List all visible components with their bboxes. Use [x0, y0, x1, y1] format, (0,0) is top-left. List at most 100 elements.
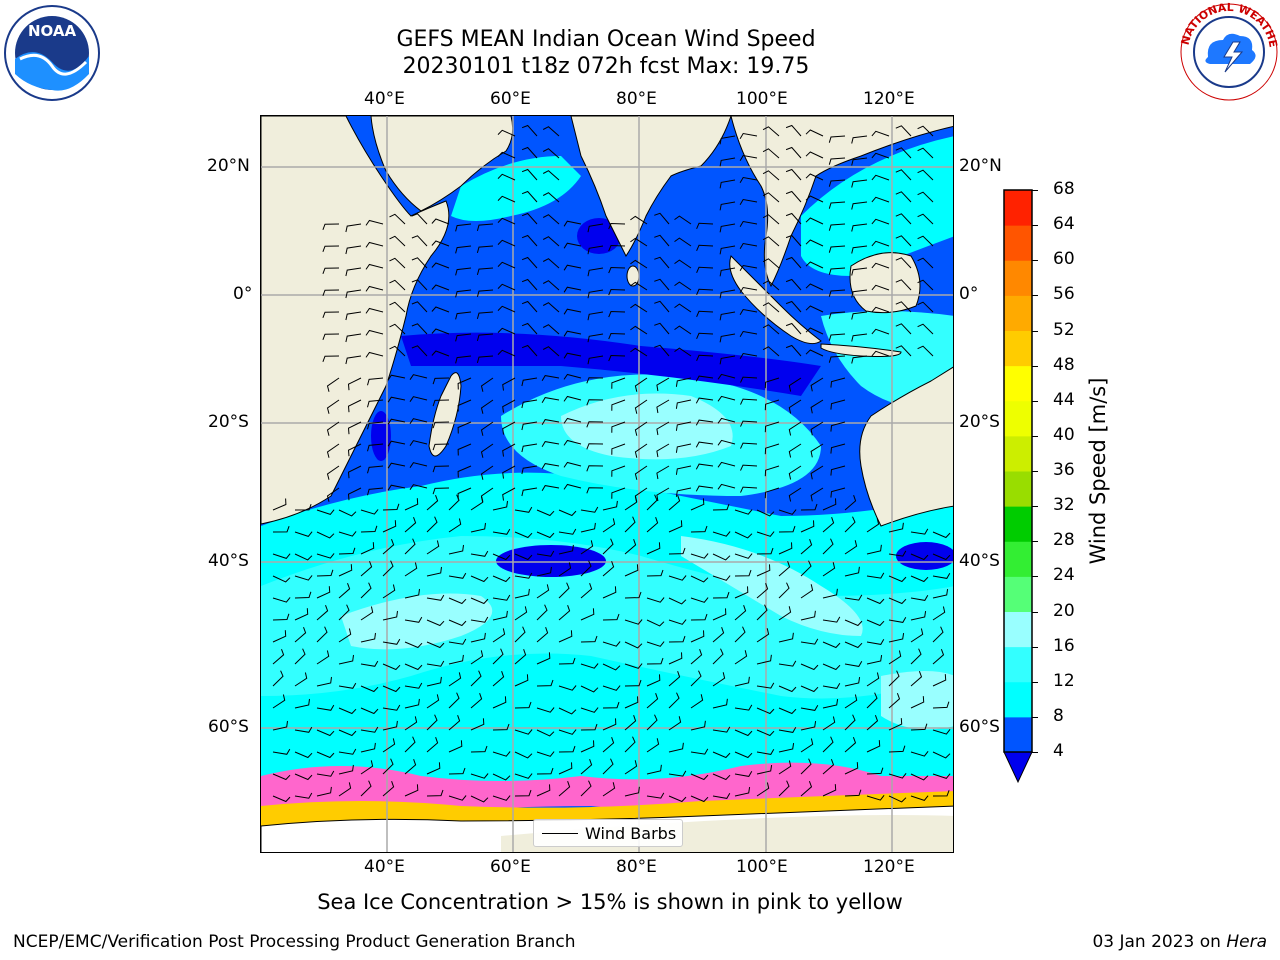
- wind-barb: [646, 657, 664, 665]
- wind-barb: [586, 421, 604, 428]
- land-sri-lanka: [626, 265, 640, 287]
- colorbar-tick-label: 16: [1053, 635, 1075, 656]
- wind-barb: [719, 179, 736, 189]
- wind-barb: [602, 500, 618, 511]
- wind-barb: [521, 465, 538, 475]
- wind-barb: [712, 751, 731, 759]
- wind-barb: [800, 758, 812, 775]
- wind-barb: [888, 670, 900, 687]
- wind-barb: [476, 289, 494, 298]
- wind-barb: [272, 748, 291, 755]
- wind-barb: [426, 516, 438, 533]
- wind-barb: [455, 223, 472, 232]
- wind-barb: [316, 626, 328, 643]
- wind-barb: [668, 547, 686, 555]
- wind-barb: [611, 421, 626, 433]
- wind-barb: [871, 174, 890, 181]
- calm-zone: [496, 545, 606, 577]
- wind-barb: [497, 261, 516, 269]
- wind-barb: [696, 266, 714, 273]
- wind-barb: [717, 483, 736, 490]
- wind-barb: [563, 439, 582, 446]
- wind-barb: [432, 487, 450, 495]
- wind-barb: [580, 506, 599, 513]
- wind-barb: [719, 135, 736, 145]
- wind-barb: [734, 586, 749, 599]
- wind-barb: [719, 289, 736, 299]
- wind-barb: [470, 550, 489, 557]
- wind-barb: [764, 399, 780, 411]
- wind-barb: [624, 663, 643, 669]
- wind-barb: [739, 176, 758, 183]
- wind-barb: [470, 795, 489, 803]
- lon-tick-top: 60°E: [490, 89, 531, 109]
- wind-barb: [470, 718, 485, 731]
- wind-barb: [389, 235, 406, 247]
- wind-barb: [690, 525, 708, 533]
- wind-barb: [844, 789, 862, 797]
- wind-barb: [360, 582, 372, 599]
- colorbar-segment: [1004, 295, 1032, 331]
- wind-barb: [497, 173, 516, 181]
- wind-barb: [646, 542, 661, 555]
- wind-barb: [690, 597, 709, 603]
- wind-barb: [322, 267, 340, 274]
- wind-barb: [514, 701, 532, 709]
- wind-barb: [844, 714, 856, 731]
- wind-barb: [382, 560, 394, 577]
- wind-barb: [563, 264, 582, 271]
- wind-barb: [345, 289, 362, 299]
- wind-barb: [480, 465, 494, 480]
- wind-barb: [844, 619, 863, 627]
- wind-barb: [514, 572, 533, 579]
- wind-barb: [675, 487, 692, 497]
- wind-barb: [389, 301, 406, 313]
- wind-barb: [932, 572, 951, 579]
- wind-barb: [932, 751, 951, 759]
- wind-zone-north: [451, 156, 581, 221]
- wind-barb: [910, 671, 923, 687]
- colorbar-tick-label: 68: [1053, 179, 1075, 199]
- wind-barb: [895, 301, 912, 313]
- wind-barb: [338, 729, 357, 737]
- wind-barb: [272, 670, 284, 687]
- wind-barb: [917, 301, 934, 313]
- wind-barb: [788, 465, 802, 480]
- wind-barb: [492, 795, 511, 801]
- wind-barb: [712, 698, 728, 709]
- wind-barb: [580, 635, 598, 643]
- wind-barb: [778, 542, 793, 555]
- wind-barb: [272, 649, 285, 665]
- wind-barb: [866, 638, 885, 645]
- wind-barb: [895, 125, 912, 137]
- wind-barb: [541, 419, 560, 425]
- wind-barb: [272, 720, 288, 731]
- wind-barb: [541, 441, 560, 447]
- wind-barb: [455, 355, 472, 364]
- sea-ice-edge: [261, 791, 953, 826]
- wind-barb: [739, 198, 758, 205]
- lon-tick-top: 100°E: [736, 89, 788, 109]
- colorbar-under-triangle: [1003, 751, 1033, 784]
- wind-barb: [367, 465, 384, 474]
- wind-barb: [563, 417, 582, 424]
- wind-barb: [404, 759, 417, 775]
- colorbar-tick-label: 32: [1053, 495, 1075, 516]
- wind-barb: [822, 562, 836, 577]
- wind-barb: [717, 461, 736, 468]
- wind-barb: [608, 266, 626, 274]
- wind-barb: [719, 157, 736, 167]
- wind-barb: [322, 245, 340, 252]
- wind-barb: [895, 323, 912, 335]
- wind-barb: [432, 443, 450, 451]
- wind-barb: [497, 217, 516, 225]
- wind-barb: [345, 333, 362, 343]
- wind-barb: [611, 465, 626, 477]
- wind-barb: [871, 218, 890, 225]
- wind-barb: [690, 773, 709, 781]
- wind-barb: [480, 399, 494, 414]
- wind-barb: [910, 750, 929, 757]
- wind-barb: [322, 355, 340, 362]
- wind-barb: [426, 641, 445, 649]
- lat-tick-left: 20°S: [208, 412, 249, 432]
